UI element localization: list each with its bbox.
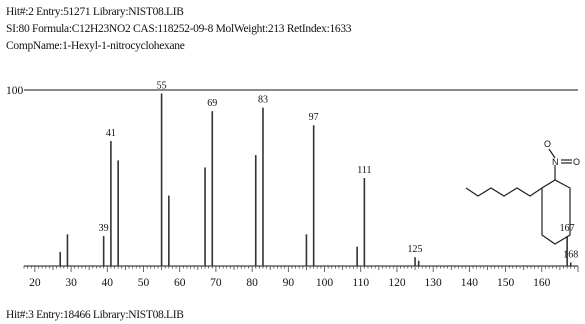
atom-o-top: O (544, 139, 551, 149)
atom-n: N (552, 157, 559, 167)
molecule-structure: O N O (465, 139, 580, 245)
x-axis: 20 30 40 50 60 70 80 90 100 110 120 130 140 150 160 (23, 89, 579, 289)
cyclohexane-ring (541, 179, 571, 245)
peak-label: 111 (357, 165, 371, 176)
atom-o-right: O (573, 157, 580, 167)
x-tick-label: 70 (210, 277, 222, 289)
hit-line: Hit#:2 Entry:51271 Library:NIST08.LIB (6, 6, 184, 18)
peak-label: 41 (106, 128, 116, 139)
compound-name-line: CompName:1-Hexyl-1-nitrocyclohexane (6, 40, 185, 52)
x-tick-label: 120 (388, 277, 406, 289)
x-tick-label: 110 (352, 277, 369, 289)
x-tick-label: 140 (461, 277, 479, 289)
n-o-bond (548, 148, 556, 159)
peak-label: 69 (207, 98, 217, 109)
peak-label: 168 (563, 249, 578, 260)
x-tick-label: 80 (246, 277, 258, 289)
x-tick-label: 60 (174, 277, 186, 289)
x-tick-label: 40 (102, 277, 114, 289)
next-hit-line: Hit#:3 Entry:18466 Library:NIST08.LIB (6, 309, 184, 321)
peak-label: 97 (309, 112, 319, 123)
peak-label: 167 (560, 223, 575, 234)
info-line: SI:80 Formula:C12H23NO2 CAS:118252-09-8 … (6, 23, 352, 35)
x-tick-label: 90 (283, 277, 295, 289)
x-tick-label: 30 (65, 277, 77, 289)
peak-labels: 39 41 55 69 83 97 111 125 167 168 (99, 81, 579, 261)
peak-label: 125 (408, 244, 423, 255)
peak-label: 39 (99, 223, 109, 234)
x-tick-label: 20 (29, 277, 41, 289)
x-tick-label: 50 (138, 277, 150, 289)
peak-label: 83 (258, 95, 268, 106)
x-tick-label: 160 (533, 277, 551, 289)
x-tick-label: 150 (497, 277, 515, 289)
x-tick-label: 100 (316, 277, 334, 289)
x-tick-label: 130 (425, 277, 443, 289)
y-max-label: 100 (6, 85, 24, 97)
peak-label: 55 (157, 81, 167, 92)
hexyl-chain (465, 187, 543, 197)
peaks (59, 93, 572, 266)
